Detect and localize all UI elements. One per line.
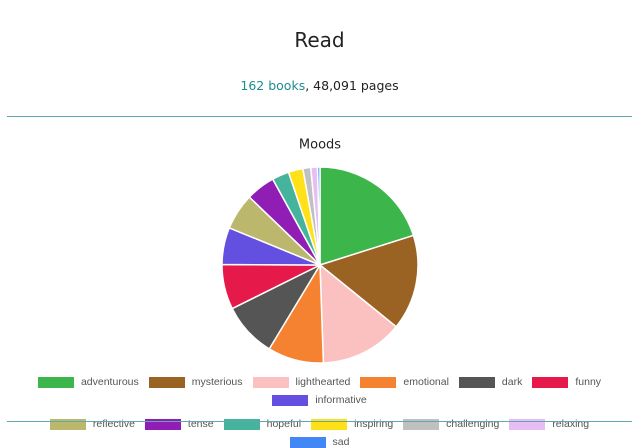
legend: adventurous mysterious lighthearted emotion… bbox=[15, 376, 624, 448]
legend-label: tense bbox=[187, 418, 214, 430]
legend-item[interactable]: funny bbox=[532, 376, 601, 388]
legend-label: mysterious bbox=[191, 376, 243, 388]
chart-title: Moods bbox=[299, 138, 341, 153]
legend-swatch bbox=[37, 376, 74, 388]
legend-swatch bbox=[289, 436, 326, 448]
legend-item[interactable]: relaxing bbox=[509, 418, 589, 430]
legend-swatch bbox=[223, 418, 260, 430]
legend-label: emotional bbox=[403, 376, 449, 388]
legend-label: adventurous bbox=[80, 376, 139, 388]
legend-swatch bbox=[272, 394, 309, 406]
legend-swatch bbox=[144, 418, 181, 430]
legend-swatch bbox=[360, 376, 397, 388]
legend-label: sad bbox=[332, 436, 350, 448]
pie-slice bbox=[319, 263, 398, 364]
legend-label: informative bbox=[315, 394, 367, 406]
legend-swatch bbox=[403, 418, 440, 430]
legend-item[interactable]: reflective bbox=[49, 418, 135, 430]
legend-label: inspiring bbox=[354, 418, 394, 430]
legend-swatch bbox=[148, 376, 185, 388]
pages-count: , 48,091 pages bbox=[305, 78, 399, 93]
legend-swatch bbox=[252, 376, 289, 388]
divider bbox=[7, 116, 632, 117]
legend-swatch bbox=[509, 418, 546, 430]
legend-swatch bbox=[532, 376, 569, 388]
legend-item[interactable]: informative bbox=[272, 394, 367, 406]
legend-swatch bbox=[311, 418, 348, 430]
legend-label: challenging bbox=[446, 418, 500, 430]
legend-swatch bbox=[49, 418, 86, 430]
legend-item[interactable]: mysterious bbox=[148, 376, 243, 388]
legend-swatch bbox=[458, 376, 495, 388]
page: Read 162 books, 48,091 pages Moods adven… bbox=[0, 28, 639, 448]
pie-slice bbox=[319, 166, 415, 267]
legend-item[interactable]: hopeful bbox=[223, 418, 302, 430]
legend-label: dark bbox=[501, 376, 523, 388]
books-link[interactable]: 162 books bbox=[240, 78, 306, 93]
divider bbox=[7, 421, 632, 422]
page-title: Read bbox=[294, 28, 345, 52]
legend-item[interactable]: lighthearted bbox=[252, 376, 351, 388]
legend-item[interactable]: tense bbox=[144, 418, 214, 430]
chart: Moods bbox=[221, 138, 419, 364]
legend-item[interactable]: dark bbox=[458, 376, 523, 388]
legend-label: reflective bbox=[92, 418, 135, 430]
legend-label: lighthearted bbox=[295, 376, 351, 388]
legend-item[interactable]: emotional bbox=[360, 376, 449, 388]
legend-label: relaxing bbox=[552, 418, 590, 430]
legend-label: hopeful bbox=[266, 418, 302, 430]
pie-slice bbox=[316, 166, 321, 266]
legend-item[interactable]: challenging bbox=[403, 418, 499, 430]
legend-item[interactable]: sad bbox=[289, 436, 350, 448]
stats: 162 books, 48,091 pages bbox=[0, 78, 639, 93]
legend-item[interactable]: inspiring bbox=[311, 418, 393, 430]
legend-label: funny bbox=[575, 376, 602, 388]
pie-slice bbox=[318, 234, 419, 328]
legend-item[interactable]: adventurous bbox=[37, 376, 139, 388]
